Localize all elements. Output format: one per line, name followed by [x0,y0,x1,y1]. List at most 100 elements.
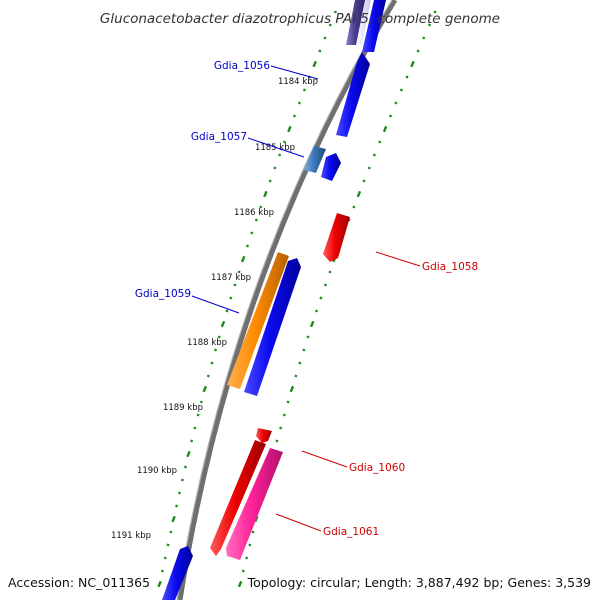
minor-tick-dot [352,205,356,209]
genome-backbone [177,0,398,600]
minor-tick-dot [166,543,170,547]
minor-tick-dot [422,36,426,40]
gene-feature-gdia-1057 [304,146,326,173]
gene-label-leaders [191,65,421,532]
leader-gdia-1058 [375,251,421,267]
minor-tick-dot [193,426,197,430]
minor-tick-dot [416,49,420,53]
minor-tick-dot [273,166,277,170]
major-tick-mark [171,515,176,523]
major-tick-mark [289,385,295,393]
minor-tick-dot [367,166,371,170]
minor-tick-dot [297,101,301,105]
minor-tick-dot [233,283,237,287]
gene-label-gdia-1060[interactable]: Gdia_1060 [349,462,405,474]
tick-label-1187: 1187 kbp [211,273,251,283]
minor-tick-dot [163,556,167,560]
minor-tick-dot [372,153,376,157]
leader-gdia-1056 [270,65,319,80]
gene-feature-top-blue [362,0,386,52]
gene-feature-bottom-blue [162,546,193,600]
tick-labels: 1184 kbp 1185 kbp 1186 kbp 1187 kbp 1188… [111,77,318,541]
minor-tick-dot [206,374,210,378]
minor-tick-dot [302,348,306,352]
gene-label-gdia-1058[interactable]: Gdia_1058 [422,261,478,273]
major-tick-mark [202,385,208,393]
minor-tick-dot [210,361,214,365]
tick-label-1186: 1186 kbp [234,208,274,218]
gene-feature-blue-1185 [321,153,341,181]
minor-tick-dot [180,478,184,482]
major-tick-mark [309,320,315,328]
minor-tick-dot [314,309,319,313]
minor-tick-dot [275,439,279,443]
minor-tick-dot [245,556,249,560]
gene-feature-gdia-1060 [210,440,266,556]
minor-tick-dot [278,153,282,157]
gene-feature-blue-1188 [244,258,301,396]
minor-tick-dot [328,23,332,27]
major-tick-mark [356,190,362,198]
minor-tick-dot [245,244,250,248]
minor-tick-dot [302,88,306,92]
outer-tick-track [157,10,337,588]
leader-gdia-1061 [275,513,322,532]
minor-tick-dot [394,101,398,105]
major-tick-mark [287,125,292,133]
gene-feature-top-purple [346,0,366,45]
minor-tick-dot [388,114,393,118]
minor-tick-dot [399,88,403,92]
accession-text: Accession: NC_011365 [8,575,150,590]
gene-labels: Gdia_1056 Gdia_1057 Gdia_1058 Gdia_1059 … [135,60,478,538]
minor-tick-dot [268,179,272,183]
minor-tick-dot [362,179,366,183]
minor-tick-dot [169,530,173,534]
major-tick-mark [186,450,191,458]
minor-tick-dot [237,270,241,274]
minor-tick-dot [378,140,382,144]
minor-tick-dot [196,413,200,417]
gene-feature-small-red [256,428,272,443]
minor-tick-dot [286,400,290,404]
minor-tick-dot [190,439,194,443]
minor-tick-dot [292,114,296,118]
genome-backbone-highlight [176,0,393,600]
minor-tick-dot [241,569,245,573]
major-tick-mark [237,580,243,588]
leader-gdia-1059 [191,295,240,314]
gene-feature-gdia-1059 [227,252,289,389]
minor-tick-dot [199,400,203,404]
major-tick-mark [410,60,415,68]
minor-tick-dot [298,361,302,365]
minor-tick-dot [433,10,437,14]
gene-feature-gdia-1058 [323,213,350,262]
minor-tick-dot [323,283,327,287]
gene-feature-gdia-1056 [336,52,370,137]
minor-tick-dot [183,465,187,469]
minor-tick-dot [229,296,233,300]
minor-tick-dot [318,49,322,53]
gene-label-gdia-1056[interactable]: Gdia_1056 [214,60,270,72]
tick-label-1189: 1189 kbp [163,403,203,413]
major-tick-mark [312,60,317,68]
forward-genes [162,0,386,600]
minor-tick-dot [294,374,298,378]
gene-feature-top-white [356,0,371,45]
gene-label-gdia-1057[interactable]: Gdia_1057 [191,131,247,143]
major-tick-mark [240,255,246,263]
tick-label-1185: 1185 kbp [255,143,295,153]
minor-tick-dot [319,296,323,300]
genome-summary-text: Topology: circular; Length: 3,887,492 bp… [247,575,591,590]
minor-tick-dot [213,348,218,352]
minor-tick-dot [225,309,229,313]
leader-gdia-1057 [247,137,305,158]
major-tick-mark [220,320,226,328]
minor-tick-dot [323,36,327,40]
gene-label-gdia-1061[interactable]: Gdia_1061 [323,526,379,538]
gene-feature-gdia-1061 [226,448,283,560]
major-tick-mark [263,190,268,198]
gene-label-gdia-1059[interactable]: Gdia_1059 [135,288,191,300]
minor-tick-dot [282,413,286,417]
minor-tick-dot [248,543,252,547]
minor-tick-dot [405,75,409,79]
